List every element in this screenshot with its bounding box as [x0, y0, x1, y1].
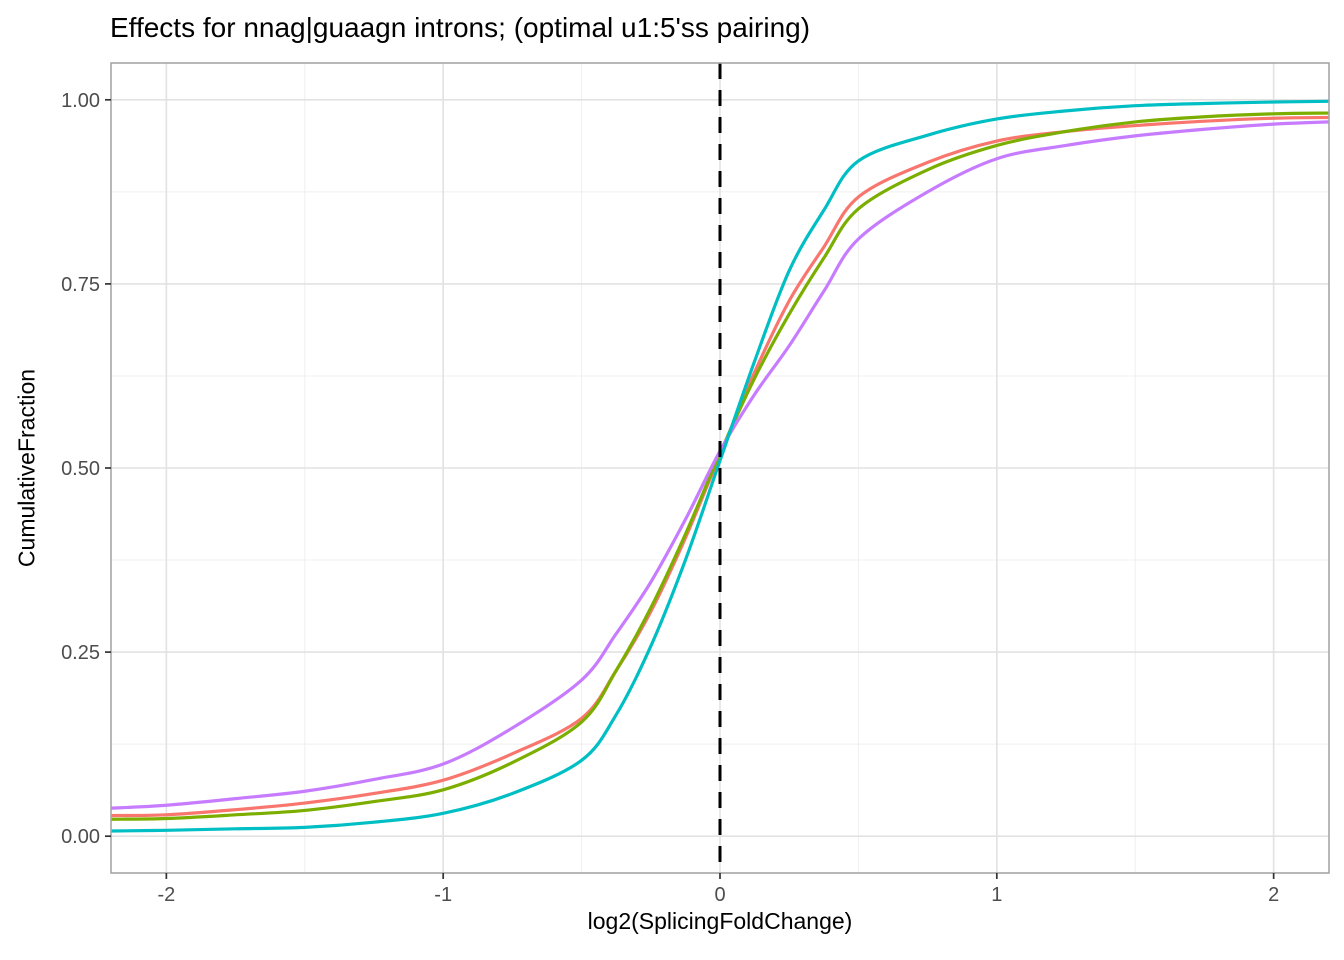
chart-title: Effects for nnag|guaagn introns; (optima…	[110, 12, 811, 43]
x-tick-label: 2	[1268, 884, 1279, 906]
y-tick-label: 1.00	[61, 90, 100, 112]
y-tick-label: 0.00	[61, 826, 100, 848]
y-tick-label: 0.25	[61, 642, 100, 664]
x-tick-label: -1	[434, 884, 452, 906]
x-tick-label: 1	[991, 884, 1002, 906]
y-tick-label: 0.75	[61, 274, 100, 296]
axis-tick-labels: -2 -1 0 1 2 0.00 0.25 0.50 0.75 1.00	[61, 90, 1279, 906]
x-tick-label: 0	[714, 884, 725, 906]
y-tick-label: 0.50	[61, 458, 100, 480]
x-tick-label: -2	[157, 884, 175, 906]
curve-teal-curve	[111, 99, 1329, 833]
x-axis-title: log2(SplicingFoldChange)	[587, 908, 853, 934]
axis-ticks	[105, 98, 1275, 879]
